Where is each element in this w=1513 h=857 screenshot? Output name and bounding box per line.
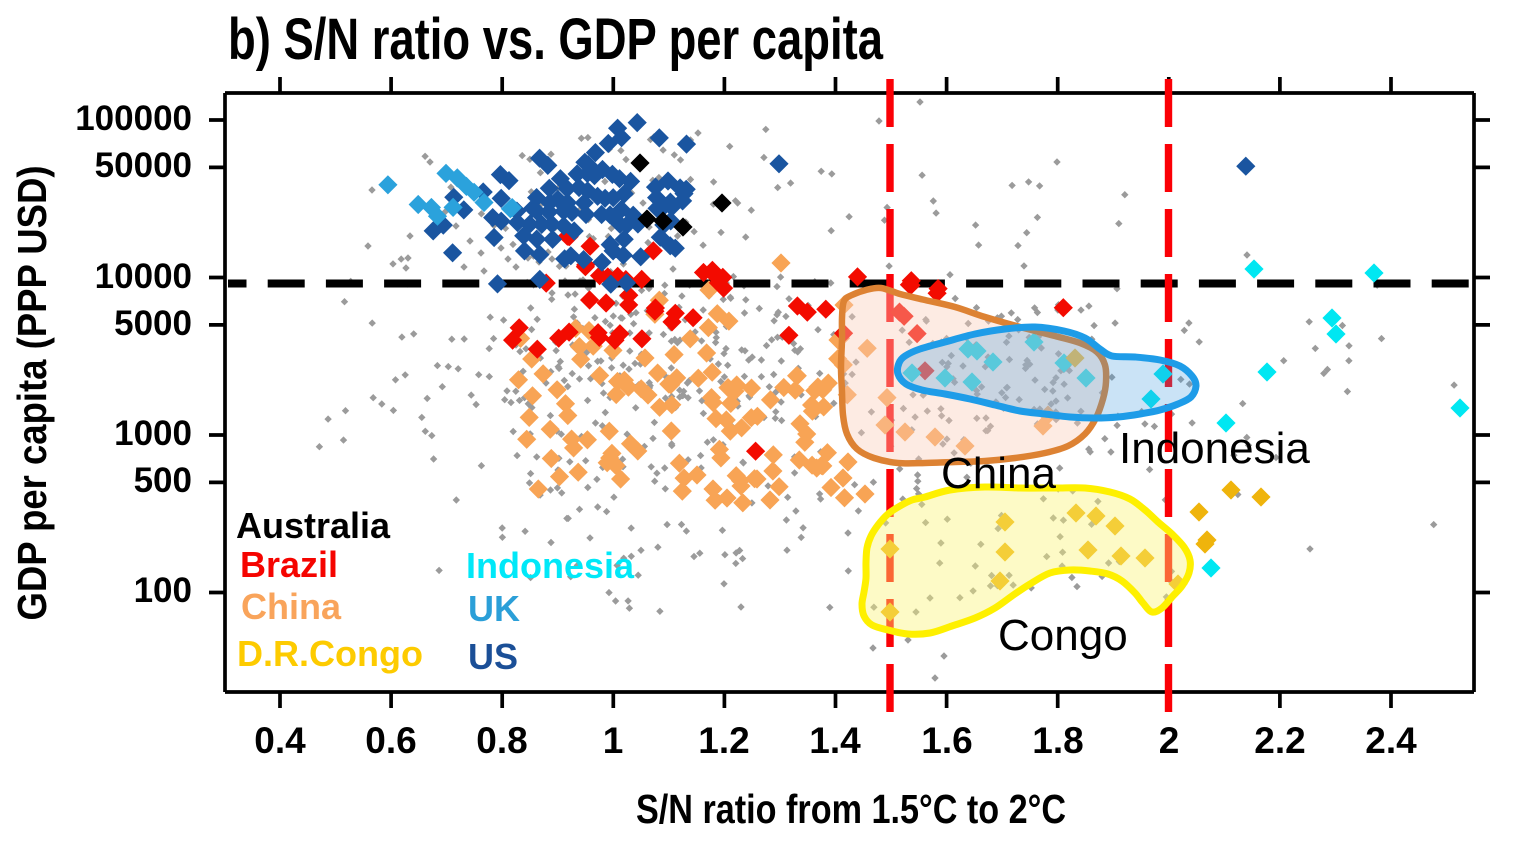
svg-text:Indonesia: Indonesia [466, 545, 635, 586]
svg-text:b) S/N ratio vs. GDP per capit: b) S/N ratio vs. GDP per capita [228, 7, 884, 72]
svg-text:Brazil: Brazil [240, 544, 338, 585]
svg-text:Indonesia: Indonesia [1119, 424, 1310, 473]
svg-text:100000: 100000 [75, 99, 192, 138]
svg-text:1.4: 1.4 [809, 720, 861, 761]
svg-text:1000: 1000 [114, 414, 192, 453]
svg-text:50000: 50000 [95, 146, 192, 185]
svg-text:1: 1 [603, 720, 624, 761]
svg-text:1.2: 1.2 [698, 720, 749, 761]
svg-text:1.6: 1.6 [921, 720, 972, 761]
svg-text:GDP per capita (PPP USD): GDP per capita (PPP USD) [9, 166, 55, 621]
svg-text:D.R.Congo: D.R.Congo [237, 633, 423, 674]
svg-text:1.8: 1.8 [1032, 720, 1083, 761]
svg-text:5000: 5000 [114, 304, 192, 343]
svg-text:0.8: 0.8 [476, 720, 527, 761]
svg-text:China: China [941, 449, 1056, 498]
svg-text:2: 2 [1159, 720, 1180, 761]
svg-text:10000: 10000 [95, 257, 192, 296]
svg-text:0.4: 0.4 [254, 720, 306, 761]
svg-text:500: 500 [134, 461, 192, 500]
svg-text:S/N ratio from 1.5°C to 2°C: S/N ratio from 1.5°C to 2°C [636, 786, 1066, 832]
svg-text:0.6: 0.6 [365, 720, 416, 761]
svg-text:Australia: Australia [236, 505, 391, 546]
svg-text:China: China [241, 586, 342, 627]
svg-text:UK: UK [468, 588, 520, 629]
svg-text:Congo: Congo [998, 611, 1128, 660]
svg-text:100: 100 [134, 571, 192, 610]
svg-text:2.4: 2.4 [1365, 720, 1417, 761]
svg-text:2.2: 2.2 [1254, 720, 1305, 761]
svg-text:US: US [468, 636, 518, 677]
